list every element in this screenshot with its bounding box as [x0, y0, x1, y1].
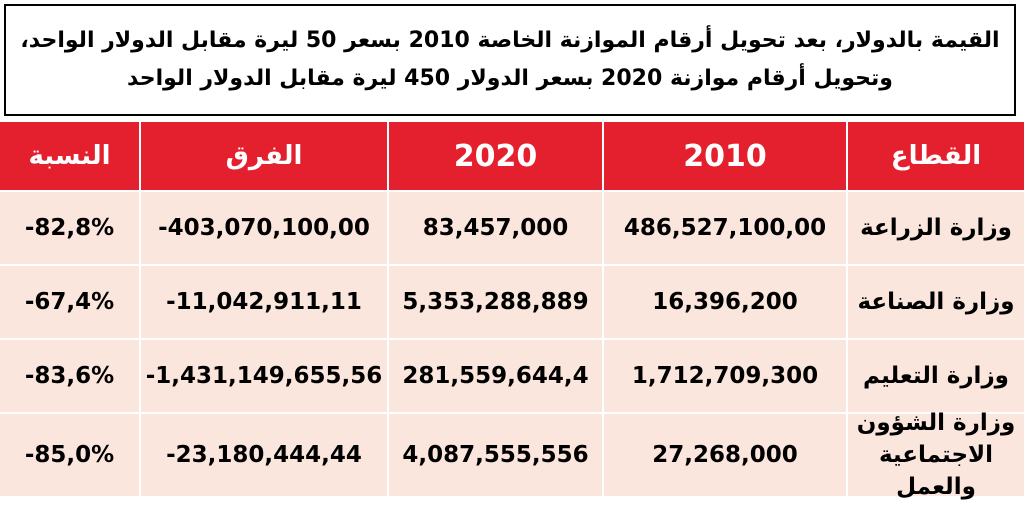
header-difference: الفرق — [139, 122, 387, 192]
percentage-value: -83,6% — [24, 363, 115, 389]
sector-cell: وزارة الصناعة — [846, 266, 1024, 340]
value-2010: 486,527,100,00 — [623, 215, 827, 241]
percentage-cell: -67,4% — [0, 266, 139, 340]
value-2010: 27,268,000 — [652, 442, 798, 468]
value-2020: 4,087,555,556 — [402, 442, 589, 468]
header-2020: 2020 — [387, 122, 602, 192]
percentage-cell: -82,8% — [0, 192, 139, 266]
value-2020: 281,559,644,4 — [402, 363, 589, 389]
difference-cell: -1,431,149,655,56 — [139, 340, 387, 414]
difference-cell: -11,042,911,11 — [139, 266, 387, 340]
value-2020-cell: 281,559,644,4 — [387, 340, 602, 414]
value-2010: 16,396,200 — [652, 289, 798, 315]
budget-table: القطاع 2010 2020 الفرق النسبة وزارة الزر… — [0, 122, 1024, 500]
sector-label: وزارة الصناعة — [857, 289, 1015, 315]
header-2010: 2010 — [602, 122, 846, 192]
value-2010-cell: 486,527,100,00 — [602, 192, 846, 266]
sector-cell: وزارة التعليم — [846, 340, 1024, 414]
table-row: وزارة الزراعة 486,527,100,00 83,457,000 … — [0, 192, 1024, 266]
header-percentage: النسبة — [0, 122, 139, 192]
value-2010-cell: 1,712,709,300 — [602, 340, 846, 414]
value-2020: 5,353,288,889 — [402, 289, 589, 315]
value-2020-cell: 5,353,288,889 — [387, 266, 602, 340]
value-2020-cell: 83,457,000 — [387, 192, 602, 266]
value-2010-cell: 27,268,000 — [602, 414, 846, 498]
difference-cell: -403,070,100,00 — [139, 192, 387, 266]
difference-value: -403,070,100,00 — [158, 215, 370, 241]
sector-label: وزارة الشؤون الاجتماعية والعمل — [856, 410, 1016, 500]
percentage-cell: -83,6% — [0, 340, 139, 414]
header-sector: القطاع — [846, 122, 1024, 192]
difference-cell: -23,180,444,44 — [139, 414, 387, 498]
value-2020-cell: 4,087,555,556 — [387, 414, 602, 498]
difference-value: -11,042,911,11 — [166, 289, 362, 315]
sector-cell: وزارة الشؤون الاجتماعية والعمل — [846, 410, 1024, 500]
percentage-value: -85,0% — [24, 442, 115, 468]
sector-cell: وزارة الزراعة — [846, 192, 1024, 266]
difference-value: -23,180,444,44 — [166, 442, 362, 468]
value-2010-cell: 16,396,200 — [602, 266, 846, 340]
table-header-row: القطاع 2010 2020 الفرق النسبة — [0, 122, 1024, 192]
table-row: وزارة الصناعة 16,396,200 5,353,288,889 -… — [0, 266, 1024, 340]
table-row: وزارة الشؤون الاجتماعية والعمل 27,268,00… — [0, 410, 1024, 500]
percentage-value: -82,8% — [24, 215, 115, 241]
table-title: القيمة بالدولار، بعد تحويل أرقام الموازن… — [20, 28, 1000, 91]
table-title-box: القيمة بالدولار، بعد تحويل أرقام الموازن… — [4, 4, 1016, 116]
sector-label: وزارة التعليم — [863, 363, 1009, 389]
sector-label: وزارة الزراعة — [860, 215, 1012, 241]
percentage-value: -67,4% — [24, 289, 115, 315]
table-row: وزارة التعليم 1,712,709,300 281,559,644,… — [0, 340, 1024, 414]
difference-value: -1,431,149,655,56 — [145, 363, 383, 389]
value-2010: 1,712,709,300 — [631, 363, 819, 389]
value-2020: 83,457,000 — [422, 215, 569, 241]
percentage-cell: -85,0% — [0, 414, 139, 498]
